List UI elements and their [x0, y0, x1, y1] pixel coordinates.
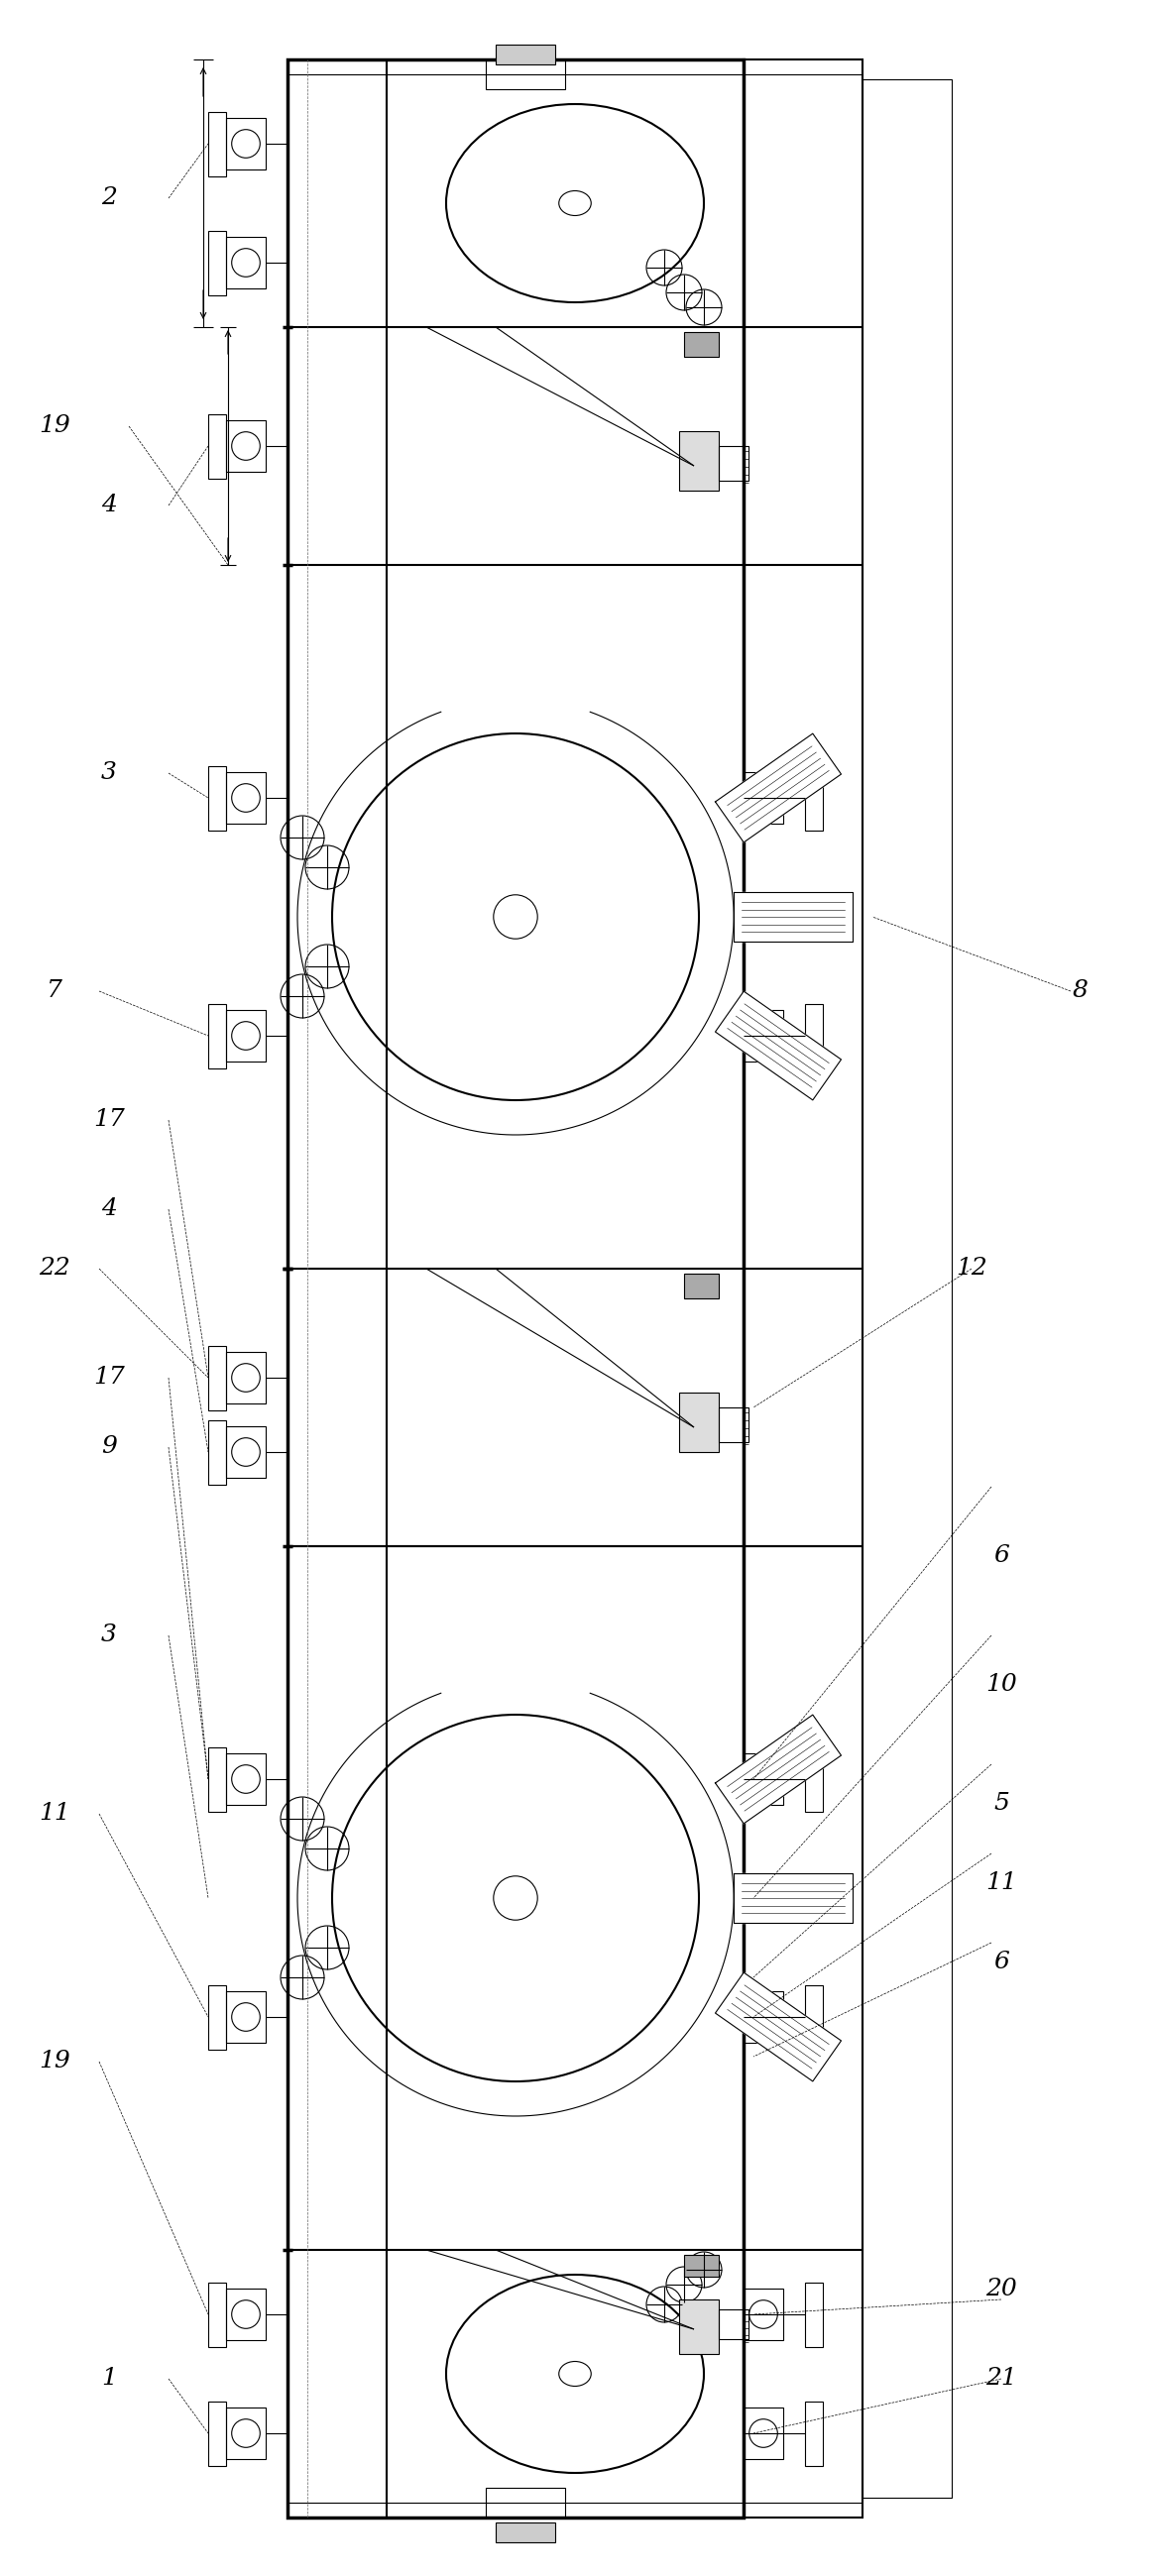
Text: 5: 5	[994, 1793, 1010, 1816]
Bar	[227, 1754, 266, 1806]
Bar	[208, 415, 227, 479]
Bar	[227, 2287, 266, 2339]
Bar	[227, 118, 266, 170]
Bar	[208, 1419, 227, 1484]
Text: 2: 2	[101, 188, 117, 209]
Bar	[496, 44, 555, 64]
Bar	[805, 1005, 823, 1069]
Text: 19: 19	[39, 2050, 70, 2074]
Polygon shape	[734, 1873, 852, 1922]
Text: 6: 6	[994, 1950, 1010, 1973]
Bar	[805, 2282, 823, 2347]
Bar	[684, 2254, 719, 2277]
Bar	[684, 332, 719, 358]
Bar	[805, 1747, 823, 1811]
Bar	[744, 1754, 783, 1806]
Text: 4: 4	[101, 495, 117, 518]
Text: 3: 3	[101, 1623, 117, 1646]
Polygon shape	[715, 1973, 841, 2081]
Text: 1: 1	[101, 2367, 117, 2391]
Text: 8: 8	[1073, 979, 1088, 1002]
Bar	[719, 2308, 749, 2339]
Bar	[684, 1273, 719, 1298]
Bar	[208, 1347, 227, 1412]
Bar	[744, 2287, 783, 2339]
Bar	[208, 111, 227, 175]
Bar	[805, 765, 823, 829]
Bar	[744, 1991, 783, 2043]
Bar	[227, 773, 266, 824]
Bar	[744, 773, 783, 824]
Text: 19: 19	[39, 415, 70, 438]
Bar	[227, 1010, 266, 1061]
Text: 3: 3	[101, 762, 117, 786]
Bar	[862, 80, 952, 2499]
Bar	[208, 1747, 227, 1811]
Text: 6: 6	[994, 1546, 1010, 1569]
Text: 10: 10	[986, 1674, 1017, 1698]
Bar	[744, 59, 862, 2517]
Text: 7: 7	[47, 979, 62, 1002]
Text: 21: 21	[986, 2367, 1017, 2391]
Bar	[805, 1986, 823, 2050]
Text: 20: 20	[986, 2277, 1017, 2300]
Text: 22: 22	[39, 1257, 70, 1280]
Polygon shape	[715, 1716, 841, 1824]
Bar	[288, 59, 744, 2517]
Bar	[680, 2300, 719, 2354]
Bar	[208, 765, 227, 829]
Bar	[485, 59, 565, 90]
Bar	[680, 430, 719, 489]
Bar	[744, 1010, 783, 1061]
Text: 11: 11	[39, 1803, 70, 1826]
Text: 4: 4	[101, 1198, 117, 1221]
Text: 17: 17	[93, 1365, 125, 1388]
Bar	[227, 1352, 266, 1404]
Bar	[208, 2282, 227, 2347]
Polygon shape	[734, 891, 852, 943]
Text: 12: 12	[956, 1257, 988, 1280]
Bar	[208, 232, 227, 296]
Bar	[208, 2401, 227, 2465]
Bar	[719, 1406, 749, 1443]
Bar	[227, 2409, 266, 2460]
Bar	[208, 1986, 227, 2050]
Bar	[496, 2522, 555, 2543]
Bar	[680, 1394, 719, 1453]
Bar	[227, 420, 266, 471]
Bar	[227, 1427, 266, 1479]
Text: 17: 17	[93, 1108, 125, 1131]
Polygon shape	[715, 734, 841, 842]
Bar	[227, 1991, 266, 2043]
Text: 9: 9	[101, 1435, 117, 1458]
Bar	[485, 2488, 565, 2517]
Bar	[805, 2401, 823, 2465]
Bar	[208, 1005, 227, 1069]
Text: 11: 11	[986, 1873, 1017, 1893]
Bar	[744, 2409, 783, 2460]
Bar	[227, 237, 266, 289]
Polygon shape	[715, 992, 841, 1100]
Bar	[719, 446, 749, 482]
